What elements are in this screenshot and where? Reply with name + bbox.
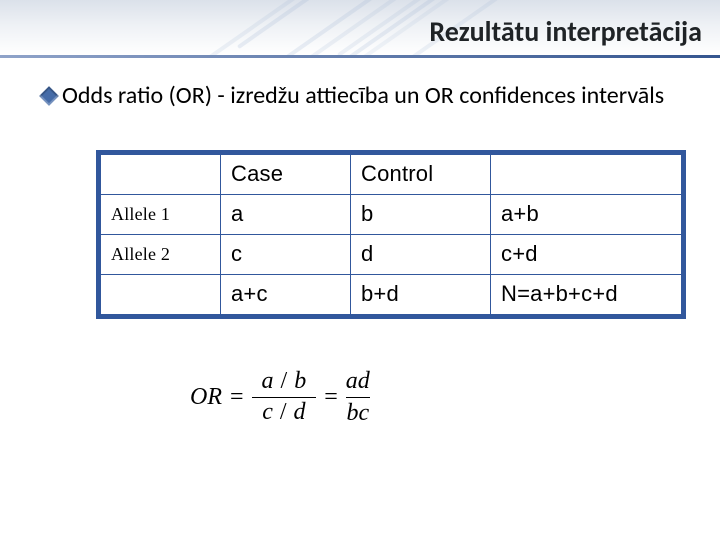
odds-ratio-formula: OR = a b c d .frac-outer .n (190, 367, 680, 426)
row-label (101, 275, 221, 315)
slide-body: Odds ratio (OR) - izredžu attiecība un O… (0, 58, 720, 427)
formula-compound-fraction: a b c d (252, 367, 317, 426)
bullet-text: Odds ratio (OR) - izredžu attiecība un O… (62, 80, 664, 112)
row-label (101, 155, 221, 195)
frac-b: b (292, 369, 308, 394)
table-cell: b+d (351, 275, 491, 315)
table-cell: Case (221, 155, 351, 195)
table-cell: b (351, 195, 491, 235)
frac-d: d (292, 400, 308, 425)
table-cell: N=a+b+c+d (491, 275, 682, 315)
row-label: Allele 2 (101, 235, 221, 275)
frac-a: a (260, 369, 276, 394)
table-cell: d (351, 235, 491, 275)
table-cell: a+b (491, 195, 682, 235)
equals-sign: = (316, 384, 346, 411)
table-cell: Control (351, 155, 491, 195)
table-cell: a+c (221, 275, 351, 315)
formula-simple-fraction: ad bc (346, 368, 370, 427)
formula-lhs: OR (190, 384, 222, 411)
frac-bc: bc (346, 400, 369, 427)
table-cell: a (221, 195, 351, 235)
equals-sign: = (222, 384, 252, 411)
table-row: Allele 1 a b a+b (101, 195, 682, 235)
table-row: a+c b+d N=a+b+c+d (101, 275, 682, 315)
bullet-item: Odds ratio (OR) - izredžu attiecība un O… (40, 80, 680, 112)
table-cell: c+d (491, 235, 682, 275)
table-cell: c (221, 235, 351, 275)
diamond-bullet-icon (39, 86, 59, 106)
frac-c: c (260, 400, 275, 425)
inner-fraction: a b (260, 369, 309, 394)
table-row: Allele 2 c d c+d (101, 235, 682, 275)
slide-header: Rezultātu interpretācija (0, 0, 720, 58)
row-label: Allele 1 (101, 195, 221, 235)
frac-ad: ad (346, 368, 370, 395)
table-row: Case Control (101, 155, 682, 195)
odds-table-wrap: Case Control Allele 1 a b a+b Allele 2 c… (96, 150, 686, 319)
table-cell (491, 155, 682, 195)
odds-table: Case Control Allele 1 a b a+b Allele 2 c… (100, 154, 682, 315)
slide-title: Rezultātu interpretācija (429, 14, 702, 49)
inner-fraction: c d (260, 400, 307, 425)
